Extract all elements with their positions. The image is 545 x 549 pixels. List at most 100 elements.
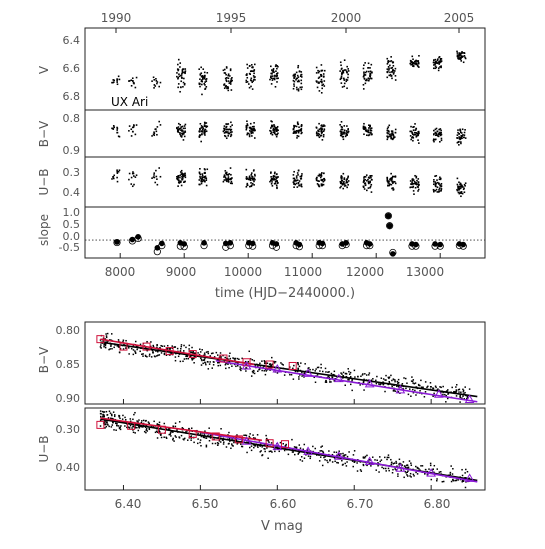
bv-data-point bbox=[177, 131, 180, 133]
cm-data-point bbox=[264, 368, 267, 371]
bv-data-point bbox=[438, 133, 440, 135]
ub-data-point bbox=[369, 175, 372, 178]
v-data-point bbox=[416, 60, 418, 62]
cm-data-point bbox=[142, 355, 144, 357]
bv-data-point bbox=[300, 124, 303, 126]
v-data-point bbox=[199, 73, 202, 76]
bv-data-point bbox=[321, 125, 324, 128]
bv-data-point bbox=[245, 128, 248, 131]
cm-data-point bbox=[153, 420, 155, 423]
v-data-point bbox=[318, 70, 321, 73]
ub-data-point bbox=[177, 176, 179, 179]
v-data-point bbox=[177, 63, 179, 66]
cm-data-point bbox=[332, 373, 335, 376]
cm-data-point bbox=[132, 344, 135, 347]
ub-data-point bbox=[249, 177, 252, 180]
v-data-point bbox=[132, 81, 135, 84]
cm-data-point bbox=[207, 361, 209, 363]
bv-data-point bbox=[179, 133, 181, 136]
cm-data-point bbox=[134, 340, 137, 343]
ub-data-point bbox=[392, 188, 395, 191]
cm-data-point bbox=[348, 373, 351, 375]
cm-data-point bbox=[424, 468, 427, 471]
v-data-point bbox=[249, 73, 252, 76]
v-data-point bbox=[459, 53, 462, 56]
cm-data-point bbox=[338, 453, 340, 455]
cm-data-point bbox=[420, 379, 422, 382]
ub-data-point bbox=[112, 175, 115, 178]
bv-data-point bbox=[204, 128, 207, 131]
cm-data-point bbox=[330, 381, 332, 383]
slope-filled-marker bbox=[227, 240, 234, 246]
ub-data-point bbox=[392, 187, 394, 189]
bv-data-point bbox=[199, 134, 202, 137]
cm-data-point bbox=[185, 346, 187, 349]
cm-data-point bbox=[343, 454, 346, 456]
cm-data-point bbox=[237, 441, 239, 444]
cm-data-point bbox=[408, 388, 411, 390]
cm-data-point bbox=[172, 439, 174, 441]
cm-data-point bbox=[280, 362, 282, 364]
cm-data-point bbox=[455, 391, 457, 393]
ub-data-point bbox=[204, 175, 207, 178]
bv-data-point bbox=[227, 132, 230, 135]
ub-data-point bbox=[320, 173, 322, 176]
ub-data-point bbox=[271, 181, 273, 183]
cm-data-point bbox=[365, 374, 368, 376]
bv-data-point bbox=[223, 125, 226, 127]
cm-data-point bbox=[222, 439, 224, 441]
cm-data-point bbox=[376, 375, 378, 378]
red-square-marker bbox=[265, 439, 274, 448]
ub-data-point bbox=[300, 174, 303, 177]
ub-data-point bbox=[271, 185, 274, 187]
bv-data-point bbox=[230, 133, 232, 136]
cm-data-point bbox=[416, 473, 419, 475]
cm-data-point bbox=[200, 358, 203, 361]
v-data-point bbox=[391, 71, 393, 73]
red-square-marker bbox=[288, 361, 297, 370]
v-data-point bbox=[435, 66, 438, 69]
bv-data-point bbox=[205, 122, 208, 124]
v-data-point bbox=[227, 89, 230, 92]
cm-data-point bbox=[331, 453, 334, 456]
bv-data-point bbox=[411, 131, 413, 134]
cm-data-point bbox=[330, 372, 333, 375]
bv-data-point bbox=[368, 127, 370, 129]
slope-filled-marker bbox=[129, 236, 136, 243]
v-data-point bbox=[390, 67, 392, 69]
bv-data-point bbox=[369, 128, 372, 130]
v-data-point bbox=[394, 75, 397, 77]
cm-data-point bbox=[388, 376, 391, 378]
ub-data-point bbox=[411, 179, 414, 182]
v-data-point bbox=[201, 80, 204, 83]
time-tick-label: 10000 bbox=[224, 265, 262, 279]
cm-data-point bbox=[384, 390, 386, 393]
ub-data-point bbox=[177, 175, 180, 177]
slope-filled-marker bbox=[181, 241, 187, 247]
cm-data-point bbox=[228, 431, 230, 434]
bv-data-point bbox=[296, 121, 299, 124]
ub-data-point bbox=[132, 172, 135, 175]
ub-data-point bbox=[293, 182, 295, 185]
ub-data-point bbox=[132, 171, 134, 173]
purple-triangle-marker bbox=[433, 389, 444, 398]
cm-data-point bbox=[334, 460, 336, 463]
cm-data-point bbox=[137, 421, 139, 423]
bv-data-point bbox=[409, 130, 412, 133]
bv-data-point bbox=[347, 128, 350, 130]
cm-data-point bbox=[256, 445, 259, 447]
cm-data-point bbox=[402, 388, 405, 390]
bv-data-point bbox=[246, 133, 248, 136]
bv-data-point bbox=[272, 127, 275, 130]
cm-data-point bbox=[464, 486, 467, 489]
bv-data-point bbox=[224, 135, 227, 138]
ub-data-point bbox=[296, 172, 299, 174]
cm-data-point bbox=[406, 382, 408, 384]
cm-data-point bbox=[316, 374, 319, 376]
cm-data-point bbox=[245, 367, 248, 370]
ub-data-point bbox=[128, 172, 131, 175]
ub-data-point bbox=[343, 183, 346, 185]
cm-data-point bbox=[298, 365, 301, 368]
v-data-point bbox=[293, 80, 296, 83]
bv-data-point bbox=[176, 127, 178, 130]
